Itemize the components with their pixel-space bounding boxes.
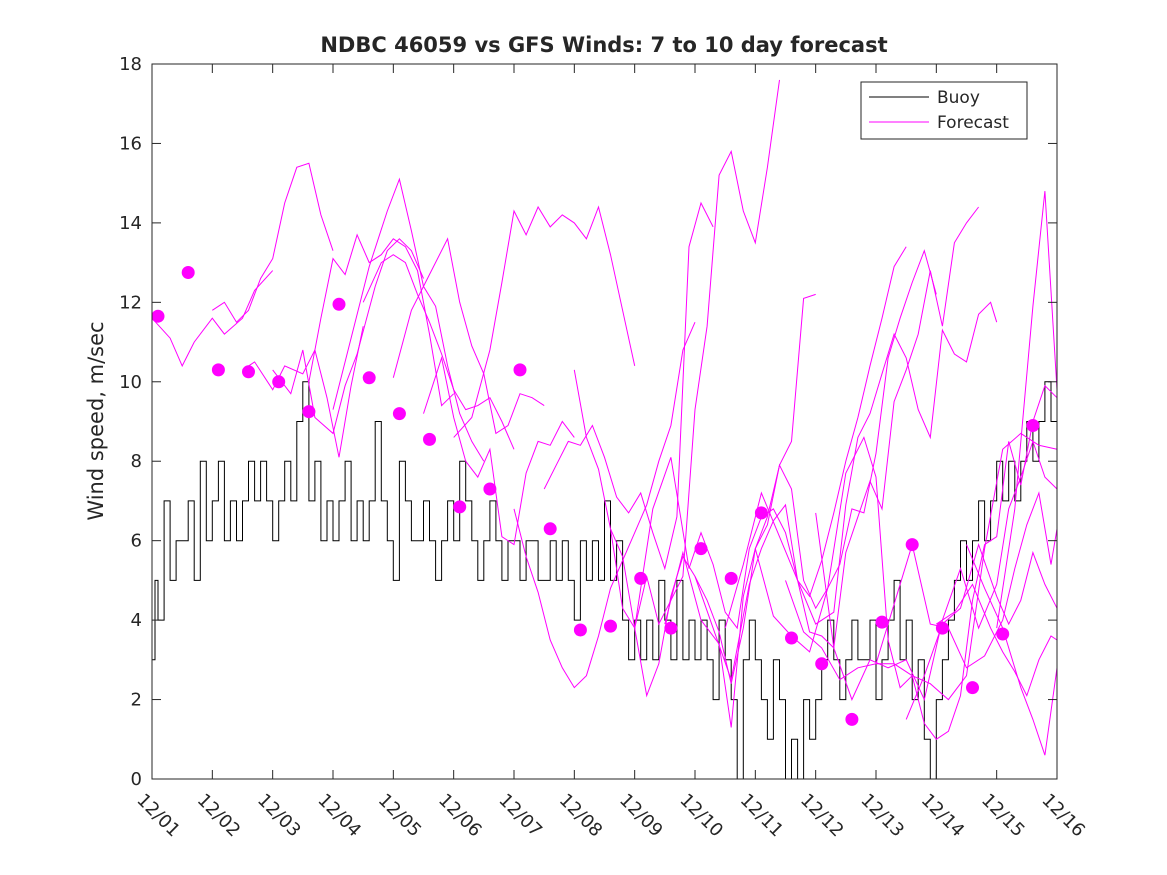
forecast-marker (362, 371, 376, 385)
forecast-line-13 (573, 79, 780, 630)
forecast-marker (996, 627, 1010, 641)
forecast-marker (483, 482, 497, 496)
forecast-line-21 (815, 439, 1058, 702)
forecast-marker (905, 538, 919, 552)
forecast-line-1 (151, 270, 274, 368)
forecast-marker (966, 681, 979, 695)
forecast-marker (181, 266, 195, 279)
axes-box (151, 63, 1058, 780)
forecast-line-18 (724, 301, 998, 629)
axes-background (152, 64, 1057, 779)
forecast-line-24 (936, 583, 1058, 697)
forecast-line-10 (453, 205, 636, 438)
forecast-marker (935, 621, 949, 635)
forecast-marker (785, 631, 798, 645)
y-tick-label: 6 (131, 531, 142, 552)
forecast-line-8 (392, 237, 545, 435)
forecast-marker (694, 542, 708, 556)
forecast-marker (513, 363, 527, 377)
forecast-marker (573, 623, 587, 637)
forecast-marker (151, 309, 165, 323)
legend-label-forecast: Forecast (937, 113, 1009, 133)
y-tick-label: 14 (119, 213, 142, 234)
forecast-line-6 (332, 177, 485, 462)
forecast-line-7 (362, 254, 515, 450)
forecast-marker (754, 506, 768, 520)
forecast-marker (543, 522, 557, 536)
y-tick-label: 18 (119, 54, 142, 75)
forecast-line-3 (242, 326, 364, 458)
forecast-marker (332, 297, 346, 311)
forecast-marker (875, 615, 889, 629)
forecast-marker (423, 432, 436, 446)
forecast-line-5 (308, 233, 455, 407)
forecast-line-2 (212, 162, 334, 324)
y-axis: 0 2 4 6 8 10 12 14 16 18 (119, 54, 1057, 790)
forecast-marker (453, 500, 467, 514)
forecast-line-16 (664, 249, 937, 728)
forecast-line-25 (966, 544, 1058, 756)
forecast-line-26 (996, 191, 1058, 629)
chart-title: NDBC 46059 vs GFS Winds: 7 to 10 day for… (320, 33, 887, 57)
y-tick-label: 12 (119, 292, 142, 313)
buoy-series (152, 381, 1057, 780)
y-tick-label: 2 (131, 690, 142, 711)
y-tick-label: 4 (131, 610, 142, 631)
forecast-line-12 (543, 201, 714, 571)
y-tick-label: 10 (119, 372, 142, 393)
forecast-marker (664, 621, 678, 635)
forecast-marker (845, 712, 859, 726)
forecast-line-9 (423, 355, 575, 546)
forecast-marker (815, 657, 829, 671)
forecast-marker (604, 619, 617, 633)
y-tick-label: 0 (131, 769, 142, 790)
forecast-line-23 (905, 542, 1058, 720)
legend-box (860, 81, 1028, 140)
forecast-marker (242, 365, 255, 379)
forecast-line-20 (785, 432, 1058, 701)
y-tick-label: 16 (119, 133, 142, 154)
forecast-line-14 (610, 293, 816, 698)
forecast-marker (302, 405, 316, 419)
forecast-line-17 (694, 206, 979, 682)
y-tick-label: 8 (131, 451, 142, 472)
y-axis-label: Wind speed, m/sec (84, 321, 108, 520)
forecast-marker (211, 363, 225, 377)
forecast-line-4 (272, 238, 424, 435)
legend: Buoy Forecast (860, 81, 1028, 140)
buoy-line (152, 381, 1057, 780)
forecast-marker (1026, 419, 1040, 432)
forecast-marker-group (151, 266, 1040, 726)
forecast-line-19 (754, 384, 1058, 740)
forecast-line-11 (513, 322, 696, 689)
forecast-marker (634, 571, 648, 585)
forecast-marker (272, 375, 286, 389)
forecast-series-group (151, 79, 1058, 756)
legend-label-buoy: Buoy (937, 88, 980, 108)
forecast-marker (392, 407, 406, 421)
forecast-marker (724, 571, 738, 585)
